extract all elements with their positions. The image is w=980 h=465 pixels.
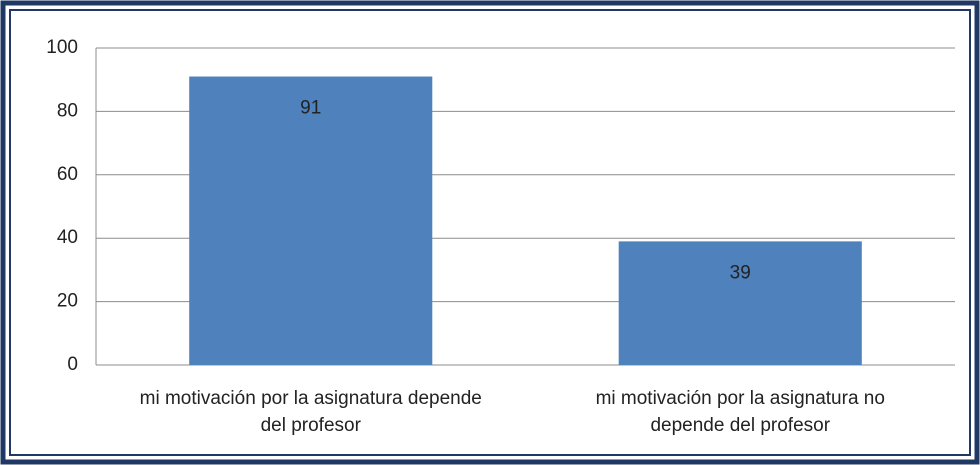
data-label: 39 [730, 262, 751, 283]
y-tick-label: 80 [57, 100, 78, 121]
x-tick-label: mi motivación por la asignatura no depen… [595, 388, 885, 436]
y-tick-label: 20 [57, 291, 78, 312]
y-tick-label: 100 [46, 37, 78, 58]
y-tick-label: 0 [67, 354, 78, 375]
inner-border [9, 9, 971, 456]
x-tick-label: mi motivación por la asignatura depende … [139, 388, 482, 436]
y-tick-label: 40 [57, 227, 78, 248]
data-label: 91 [300, 98, 321, 119]
y-tick-label: 60 [57, 164, 78, 185]
bar [189, 76, 433, 365]
bar [618, 241, 862, 365]
